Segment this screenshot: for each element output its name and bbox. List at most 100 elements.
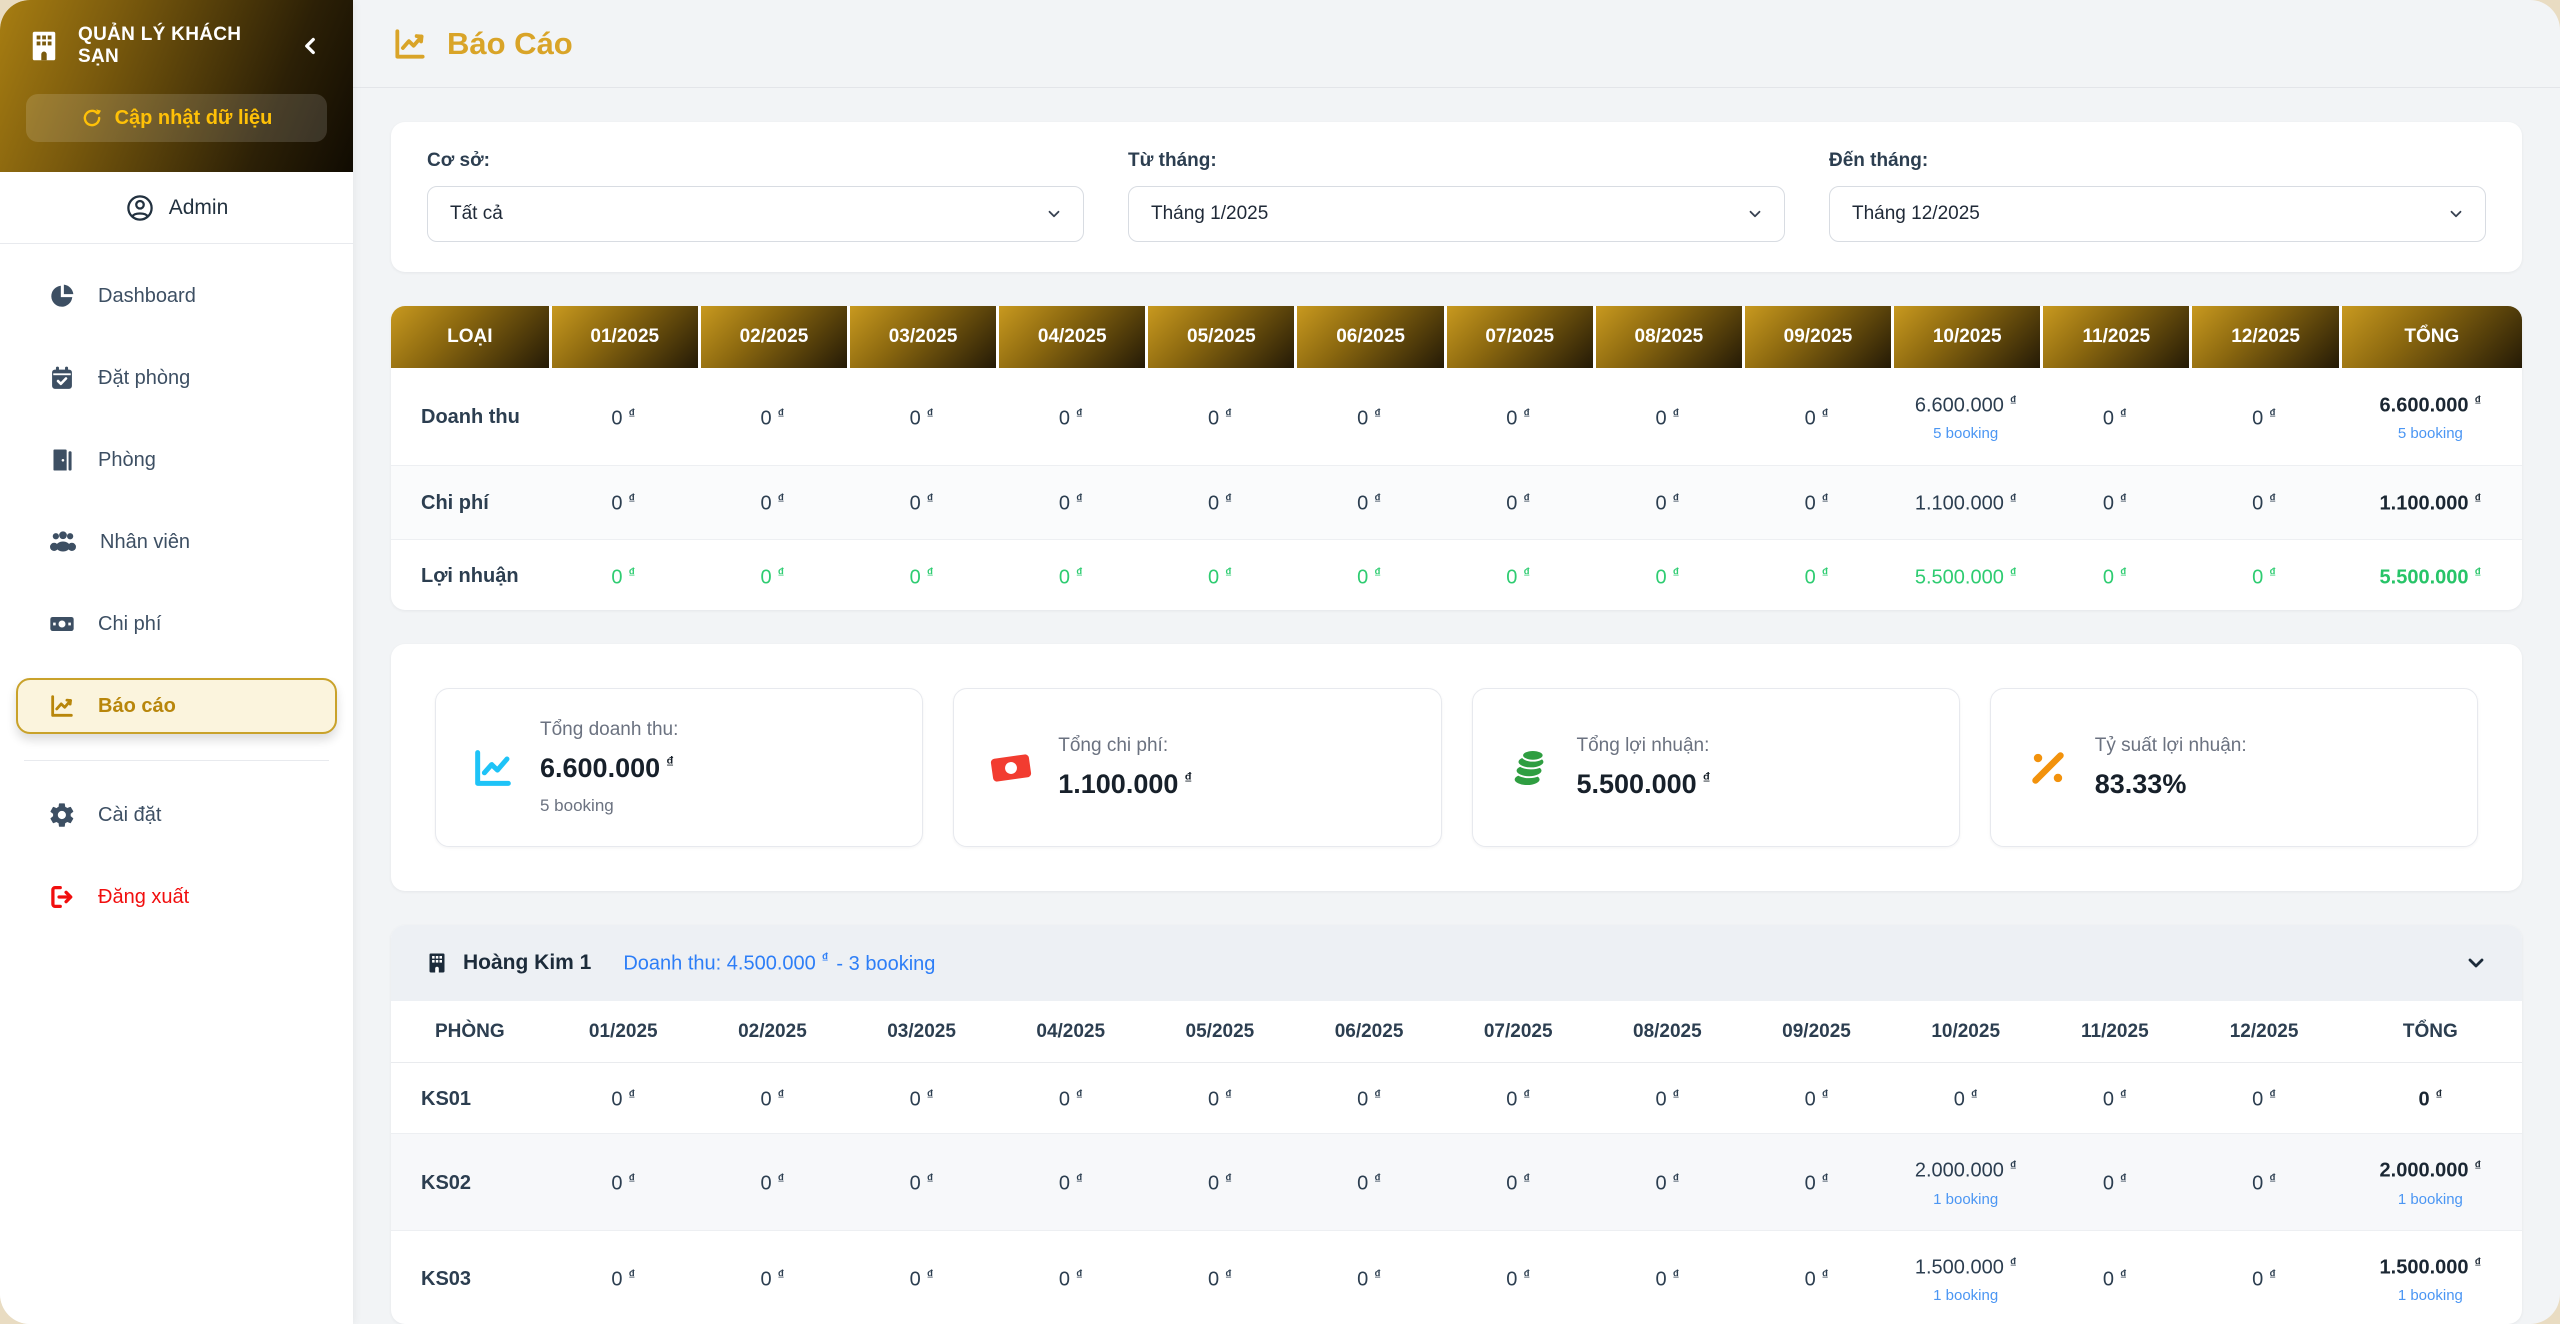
value-cell: 0 ₫ (1294, 538, 1444, 611)
cell-value: 0 (1655, 1268, 1667, 1291)
currency-symbol: ₫ (1075, 1087, 1083, 1103)
column-header: PHÒNG (391, 1001, 549, 1064)
value-cell: 0 ₫ (1593, 1063, 1742, 1133)
booking-link[interactable]: 1 booking (1933, 1190, 1999, 1208)
cell-value: 0 (2252, 1172, 2264, 1195)
cell-value: 0 (2102, 1268, 2115, 1291)
sidebar-collapse-button[interactable] (293, 29, 327, 63)
value-cell: 0 ₫ (996, 1133, 1146, 1229)
booking-link[interactable]: 1 booking (2397, 1190, 2463, 1208)
cell-value: 0 (1058, 492, 1070, 515)
currency-symbol: ₫ (2120, 1087, 2127, 1103)
stat-value: 1.100.000 ₫ (1058, 769, 1193, 800)
cell-value: 0 (1207, 1268, 1220, 1291)
hotel-section-header[interactable]: Hoàng Kim 1 Doanh thu: 4.500.000 ₫ - 3 boo… (391, 925, 2522, 1002)
value-cell: 0 ₫ (2040, 1063, 2189, 1133)
column-header: 02/2025 (697, 1001, 847, 1064)
currency-symbol: ₫ (1374, 564, 1381, 580)
cell-value: 0 (1506, 1088, 1518, 1111)
value-cell: 0 ₫ (847, 538, 997, 611)
currency-symbol: ₫ (1225, 1170, 1232, 1186)
cell-value: 0 (2102, 406, 2115, 429)
currency-symbol: ₫ (2474, 491, 2482, 507)
cell-value: 2.000.000 (1914, 1159, 2004, 1182)
value-cell: 0 ₫ (698, 368, 847, 465)
facility-select[interactable]: Tất cả (427, 186, 1084, 242)
sidebar-item-staff[interactable]: Nhân viên (16, 514, 337, 570)
cell-value: 0 (1506, 1172, 1518, 1195)
value-cell: 0 ₫ (1294, 1229, 1444, 1324)
stat-value: 83.33% (2094, 769, 2187, 800)
cell-value: 0 (611, 1172, 623, 1195)
cell-value: 0 (1655, 1172, 1667, 1195)
users-icon (48, 527, 78, 557)
value-cell: 0 ₫ (1294, 465, 1444, 538)
cell-value: 6.600.000 (2379, 394, 2469, 417)
value-cell: 0 ₫ (1443, 465, 1593, 538)
sidebar-item-rooms[interactable]: Phòng (16, 432, 337, 488)
currency-symbol: ₫ (777, 1267, 785, 1283)
sidebar-item-settings[interactable]: Cài đặt (16, 787, 337, 843)
currency-symbol: ₫ (1672, 564, 1680, 580)
value-cell: 0 ₫ (1145, 465, 1295, 538)
value-cell: 6.600.000 ₫ 5 booking (1891, 368, 2040, 465)
value-cell: 0 ₫ (1742, 1063, 1891, 1133)
currency-symbol: ₫ (1374, 405, 1381, 421)
column-header: 08/2025 (1592, 1001, 1742, 1064)
sidebar-item-dashboard[interactable]: Dashboard (16, 268, 337, 324)
value-cell: 0 ₫ (996, 538, 1146, 611)
column-header: 03/2025 (847, 1001, 997, 1064)
value-cell: 0 ₫ (697, 1133, 847, 1229)
chevron-down-icon (1045, 205, 1063, 223)
percent-icon (2025, 745, 2071, 791)
sidebar-item-label: Cài đặt (98, 803, 162, 826)
booking-link[interactable]: 1 booking (1933, 1287, 1999, 1305)
chevron-down-icon[interactable] (2464, 951, 2488, 975)
cell-value: 0 (1506, 565, 1518, 588)
to-month-select[interactable]: Tháng 12/2025 (1829, 186, 2486, 242)
value-cell: 0 ₫ (847, 465, 997, 538)
booking-link[interactable]: 5 booking (1933, 425, 1999, 443)
currency-symbol: ₫ (1672, 1267, 1680, 1283)
value-cell: 5.500.000 ₫ (1891, 538, 2041, 611)
column-header: 12/2025 (2189, 306, 2339, 368)
update-data-label: Cập nhật dữ liệu (114, 106, 273, 129)
cell-value: 0 (1357, 406, 1369, 429)
summary-table-body: Doanh thu 0 ₫ 0 ₫ 0 ₫ 0 ₫ 0 ₫ 0 ₫ 0 ₫ 0 ₫ 0 ₫ 6.600.000 ₫ 5 b… (391, 368, 2522, 610)
booking-link[interactable]: 5 booking (2397, 425, 2463, 443)
value-cell: 0 ₫ (1443, 1133, 1593, 1229)
sidebar-item-reports[interactable]: Báo cáo (16, 678, 337, 734)
table-row: KS02 0 ₫ 0 ₫ 0 ₫ 0 ₫ 0 ₫ 0 ₫ 0 ₫ 0 ₫ 0 ₫ 2.000.000 ₫ 1 bookin… (391, 1133, 2522, 1230)
cell-value: 0 (1357, 1172, 1369, 1195)
sidebar-item-expenses[interactable]: Chi phí (16, 596, 337, 652)
cell-value: 0 (1506, 1268, 1518, 1291)
currency-symbol: ₫ (1075, 1267, 1083, 1283)
currency-symbol: ₫ (2269, 1087, 2276, 1103)
currency-symbol: ₫ (1821, 405, 1829, 421)
value-cell: 0 ₫ (1741, 465, 1892, 538)
currency-symbol: ₫ (1821, 1087, 1829, 1103)
column-header: TỔNG (2338, 1001, 2522, 1064)
chevron-down-icon (1746, 205, 1764, 223)
from-month-select[interactable]: Tháng 1/2025 (1128, 186, 1785, 242)
value-cell: 0 ₫ (1592, 465, 1742, 538)
update-data-button[interactable]: Cập nhật dữ liệu (26, 94, 327, 142)
cell-value: 0 (1357, 1088, 1369, 1111)
column-header: 11/2025 (2040, 306, 2190, 368)
booking-link[interactable]: 1 booking (2397, 1287, 2463, 1305)
cell-value: 0 (1655, 406, 1667, 429)
cell-value: 0 (1804, 1088, 1816, 1111)
currency-symbol: ₫ (777, 564, 785, 580)
sidebar-item-bookings[interactable]: Đặt phòng (16, 350, 337, 406)
cell-value: 0 (1357, 1268, 1369, 1291)
currency-symbol: ₫ (2120, 491, 2127, 507)
value-cell: 0 ₫ (1891, 1063, 2040, 1133)
cell-value: 0 (760, 565, 772, 588)
currency-symbol: ₫ (1702, 770, 1711, 788)
value-cell: 0 ₫ (1443, 538, 1593, 611)
filter-label: Cơ sở: (427, 150, 490, 171)
sidebar-item-logout[interactable]: Đăng xuất (16, 869, 337, 925)
sidebar-item-label: Nhân viên (100, 530, 191, 553)
currency-symbol: ₫ (628, 1170, 636, 1186)
currency-symbol: ₫ (926, 1170, 934, 1186)
